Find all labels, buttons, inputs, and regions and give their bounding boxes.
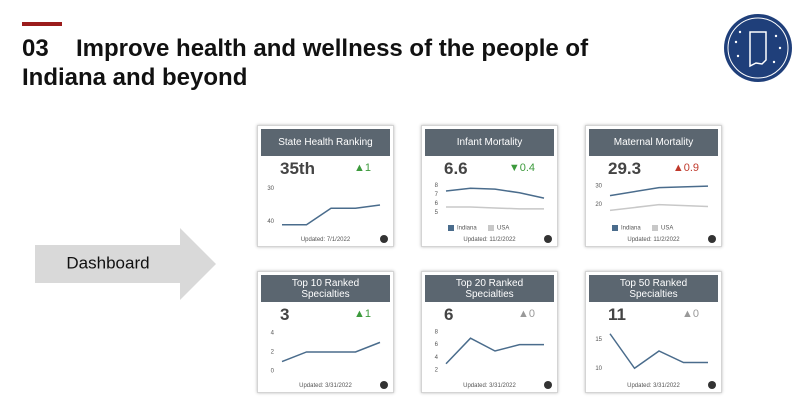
slide-title: 03 Improve health and wellness of the peo… <box>22 34 622 92</box>
card-value: 29.3 <box>608 159 642 178</box>
line-series <box>282 204 381 226</box>
card-title: Maternal Mortality <box>589 129 718 156</box>
y-tick-label: 0 <box>271 369 275 375</box>
card-delta: ▲1 <box>353 162 371 174</box>
arrow-label: Dashboard <box>66 253 149 272</box>
updated-date: Updated: 3/31/2022 <box>463 383 516 389</box>
legend-label: Indiana <box>457 226 477 232</box>
y-tick-label: 40 <box>267 219 274 225</box>
updated-date: Updated: 11/2/2022 <box>627 237 680 243</box>
y-tick-label: 6 <box>435 342 439 348</box>
y-tick-label: 15 <box>595 337 602 343</box>
info-icon[interactable] <box>380 381 388 389</box>
card-delta: ▲0 <box>517 308 535 320</box>
y-tick-label: 8 <box>435 183 439 189</box>
mini-chart: 0 2 4 <box>271 330 381 375</box>
mini-chart: 20 30 Indiana USA <box>595 183 709 232</box>
line-series <box>609 185 709 197</box>
line-series <box>609 203 709 212</box>
card: Top 10 Ranked Specialties 3 ▲1 Updated: 3/3… <box>257 271 394 393</box>
card-delta: ▼0.4 <box>508 162 535 174</box>
legend-label: Indiana <box>621 226 641 232</box>
mini-chart: 5 6 7 8 Indiana USA <box>435 183 545 232</box>
legend-swatch <box>448 225 454 231</box>
y-tick-label: 30 <box>267 186 274 192</box>
y-tick-label: 6 <box>435 201 439 207</box>
info-icon[interactable] <box>708 235 716 243</box>
y-tick-label: 30 <box>595 183 602 189</box>
logo <box>724 14 792 82</box>
card-value: 3 <box>280 305 290 324</box>
y-tick-label: 8 <box>435 329 439 335</box>
y-tick-label: 2 <box>271 350 275 356</box>
y-tick-label: 7 <box>435 192 439 198</box>
legend-swatch <box>488 225 494 231</box>
card: Infant Mortality 6.6 ▼0.4 Updated: 11/2/202… <box>421 125 558 247</box>
updated-date: Updated: 3/31/2022 <box>299 383 352 389</box>
info-icon[interactable] <box>380 235 388 243</box>
title-text: Improve health and wellness of the peopl… <box>22 35 589 91</box>
card-title: Top 10 Ranked Specialties <box>261 275 390 302</box>
line-series <box>446 206 544 210</box>
card-delta: ▲0.9 <box>672 162 699 174</box>
y-tick-label: 4 <box>271 330 275 336</box>
y-tick-label: 4 <box>435 355 439 361</box>
section-number: 03 <box>22 35 49 62</box>
updated-date: Updated: 7/1/2022 <box>300 237 351 243</box>
updated-date: Updated: 3/31/2022 <box>627 383 680 389</box>
card-delta: ▲0 <box>681 308 699 320</box>
y-tick-label: 10 <box>595 366 602 372</box>
info-icon[interactable] <box>544 235 552 243</box>
mini-chart: 2 4 6 8 <box>435 329 544 374</box>
line-series <box>281 341 381 363</box>
legend-label: USA <box>661 226 673 232</box>
card: Maternal Mortality 29.3 ▲0.9 Updated: 11/2/… <box>585 125 722 247</box>
card-value: 6 <box>444 305 454 324</box>
legend-swatch <box>652 225 658 231</box>
mini-chart: 10 15 <box>595 333 708 372</box>
legend-swatch <box>612 225 618 231</box>
card-value: 35th <box>280 159 315 178</box>
card-value: 11 <box>608 305 626 324</box>
card-title: State Health Ranking <box>261 129 390 156</box>
card: Top 50 Ranked Specialties 11 ▲0 Updated: 3/… <box>585 271 722 393</box>
y-tick-label: 5 <box>435 210 439 216</box>
line-series <box>445 337 544 365</box>
info-icon[interactable] <box>708 381 716 389</box>
updated-date: Updated: 11/2/2022 <box>463 237 516 243</box>
line-series <box>609 333 708 370</box>
info-icon[interactable] <box>544 381 552 389</box>
y-tick-label: 2 <box>435 368 439 374</box>
card: Top 20 Ranked Specialties 6 ▲0 Updated: 3/3… <box>421 271 558 393</box>
line-series <box>445 187 545 199</box>
card-delta: ▲1 <box>353 308 371 320</box>
card-title: Top 50 Ranked Specialties <box>589 275 718 302</box>
card-title: Top 20 Ranked Specialties <box>425 275 554 302</box>
card: State Health Ranking 35th ▲1 Updated: 7/1/2… <box>257 125 394 247</box>
legend-label: USA <box>497 226 509 232</box>
accent-bar <box>22 22 62 26</box>
card-title: Infant Mortality <box>425 129 554 156</box>
mini-chart: 30 40 <box>267 186 381 226</box>
arrow: Dashboard <box>35 228 216 300</box>
card-value: 6.6 <box>444 159 468 178</box>
y-tick-label: 20 <box>595 202 602 208</box>
